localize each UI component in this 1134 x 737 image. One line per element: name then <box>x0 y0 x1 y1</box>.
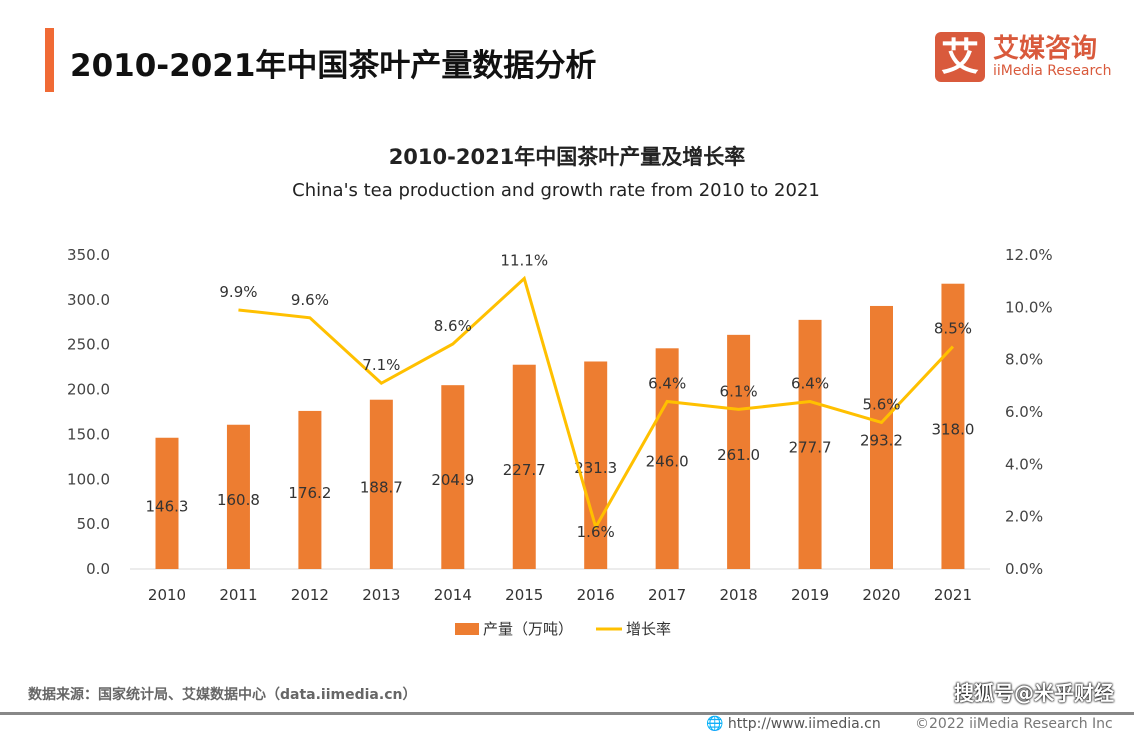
legend-bar-label: 产量（万吨） <box>483 620 573 638</box>
right-tick-label: 6.0% <box>1005 403 1043 421</box>
left-tick-label: 50.0 <box>77 515 110 533</box>
bar-label: 231.3 <box>574 459 617 477</box>
left-tick-label: 100.0 <box>67 470 110 488</box>
legend-bar-swatch <box>455 623 479 635</box>
line-label: 11.1% <box>500 252 548 270</box>
growth-line <box>238 275 955 531</box>
left-tick-label: 350.0 <box>67 246 110 264</box>
left-tick-label: 200.0 <box>67 381 110 399</box>
copyright: ©2022 iiMedia Research Inc <box>915 716 1113 732</box>
x-tick-label: 2012 <box>291 586 329 604</box>
left-tick-label: 150.0 <box>67 425 110 443</box>
x-tick-label: 2019 <box>791 586 829 604</box>
line-label: 8.5% <box>934 320 972 338</box>
bar-2018 <box>727 334 751 569</box>
left-tick-label: 300.0 <box>67 291 110 309</box>
x-tick-label: 2011 <box>219 586 257 604</box>
bar-label: 160.8 <box>217 491 260 509</box>
x-tick-label: 2017 <box>648 586 686 604</box>
bar-label: 293.2 <box>860 431 903 449</box>
bar-label: 227.7 <box>503 461 546 479</box>
line-label: 7.1% <box>362 356 400 374</box>
footer-divider <box>0 712 1134 715</box>
bar-2013 <box>369 399 393 569</box>
bar-2020 <box>870 305 893 569</box>
bar-label: 204.9 <box>431 471 474 489</box>
logo-cn: 艾媒咨询 <box>993 34 1098 64</box>
x-tick-label: 2013 <box>362 586 400 604</box>
page-title: 2010-2021年中国茶叶产量数据分析 <box>70 48 597 84</box>
right-tick-label: 10.0% <box>1005 298 1053 316</box>
chart-subtitle: China's tea production and growth rate f… <box>292 180 820 201</box>
line-label: 9.9% <box>219 283 257 301</box>
logo-mark: 艾 <box>935 32 985 82</box>
line-label: 6.4% <box>648 375 686 393</box>
iimedia-logo: 艾 艾媒咨询 iiMedia Research <box>935 32 1112 82</box>
right-tick-label: 2.0% <box>1005 508 1043 526</box>
url-text: http://www.iimedia.cn <box>727 716 881 732</box>
bar-label: 146.3 <box>146 497 189 515</box>
legend-line-label: 增长率 <box>626 620 671 638</box>
left-tick-label: 250.0 <box>67 336 110 354</box>
line-label: 5.6% <box>862 395 900 413</box>
line-label: 6.4% <box>791 375 829 393</box>
x-tick-label: 2016 <box>577 586 615 604</box>
right-tick-label: 0.0% <box>1005 560 1043 578</box>
right-tick-label: 4.0% <box>1005 455 1043 473</box>
x-tick-label: 2020 <box>862 586 900 604</box>
bar-2014 <box>441 385 465 569</box>
bar-label: 318.0 <box>931 420 974 438</box>
line-label: 1.6% <box>577 523 615 541</box>
line-label: 6.1% <box>720 382 758 400</box>
bar-2021 <box>941 283 965 569</box>
bar-label: 261.0 <box>717 446 760 464</box>
left-tick-label: 0.0 <box>86 560 110 578</box>
bar-label: 188.7 <box>360 478 403 496</box>
chart-title: 2010-2021年中国茶叶产量及增长率 <box>388 145 746 169</box>
bar-label: 277.7 <box>789 438 832 456</box>
x-tick-label: 2021 <box>934 586 972 604</box>
bar-2019 <box>798 319 822 569</box>
x-tick-label: 2014 <box>434 586 472 604</box>
bar-2011 <box>226 424 250 569</box>
right-tick-label: 12.0% <box>1005 246 1053 264</box>
data-source: 数据来源：国家统计局、艾媒数据中心（data.iimedia.cn） <box>28 687 417 703</box>
title-accent-bar <box>45 28 54 92</box>
website-link[interactable]: 🌐 http://www.iimedia.cn <box>706 716 881 732</box>
line-label: 9.6% <box>291 291 329 309</box>
globe-icon: 🌐 <box>706 716 724 732</box>
bar-2012 <box>298 410 322 569</box>
logo-en: iiMedia Research <box>993 63 1112 79</box>
x-tick-label: 2010 <box>148 586 186 604</box>
bar-label: 176.2 <box>288 484 331 502</box>
bar-2015 <box>512 364 536 569</box>
right-tick-label: 8.0% <box>1005 351 1043 369</box>
line-label: 8.6% <box>434 317 472 335</box>
bar-2010 <box>155 437 179 569</box>
bar-label: 246.0 <box>646 453 689 471</box>
x-tick-label: 2015 <box>505 586 543 604</box>
x-tick-label: 2018 <box>720 586 758 604</box>
watermark: 搜狐号@米乎财经 <box>954 681 1114 705</box>
